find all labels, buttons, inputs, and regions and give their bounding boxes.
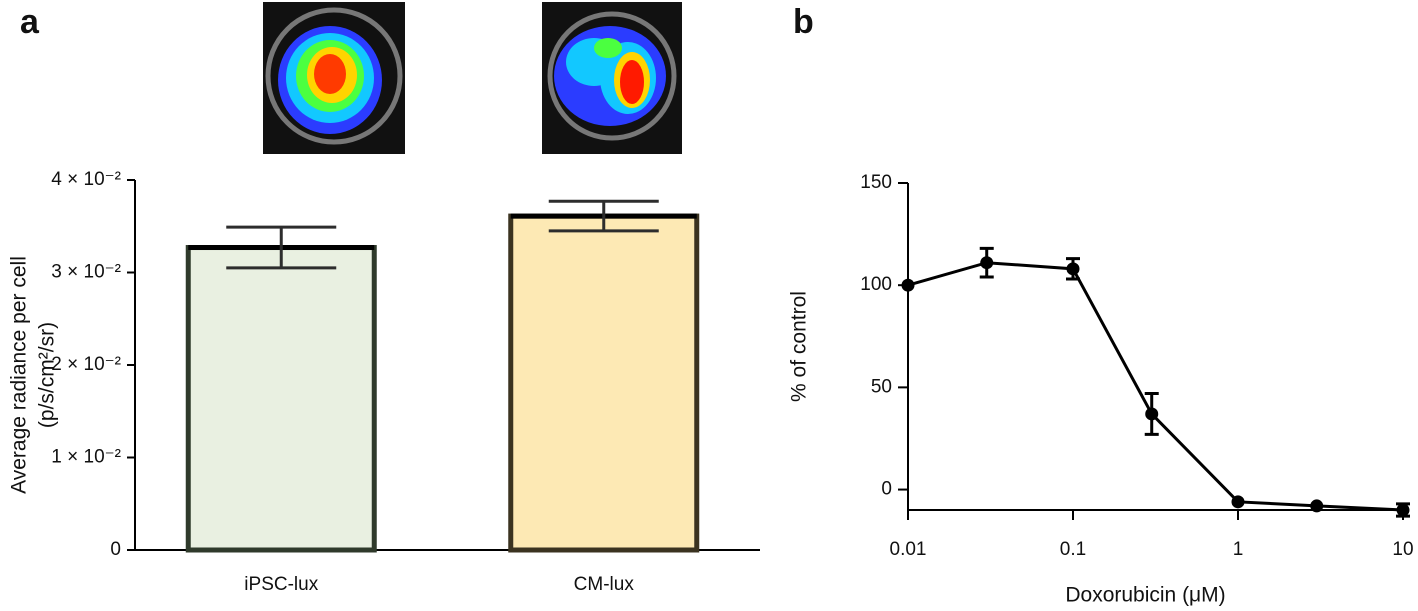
x-tick-label: 1 — [1233, 539, 1244, 560]
y-tick-label: 4 × 10⁻² — [51, 169, 121, 190]
y-tick-label: 3 × 10⁻² — [51, 262, 121, 283]
image-cm — [542, 2, 682, 154]
panel-label: b — [793, 3, 814, 41]
panel-label: a — [20, 3, 40, 41]
y-axis-label: % of control — [788, 291, 811, 402]
x-tick-label: 0.1 — [1060, 539, 1086, 560]
x-tick-label: iPSC-lux — [244, 574, 318, 595]
image-ipsc — [263, 2, 405, 154]
point — [1066, 262, 1080, 276]
point — [980, 256, 994, 270]
y-tick-label: 150 — [860, 172, 892, 193]
x-tick-label: 10 — [1392, 539, 1413, 560]
point — [1396, 503, 1410, 517]
y-axis-label: Average radiance per cell — [8, 256, 31, 494]
x-tick-label: 0.01 — [890, 539, 927, 560]
y-tick-label: 1 × 10⁻² — [51, 447, 121, 468]
y-axis-label: (p/s/cm²/sr) — [36, 322, 59, 428]
bar — [508, 213, 700, 553]
error-bar — [226, 225, 337, 270]
y-tick-label: 0 — [110, 539, 121, 560]
point — [1231, 495, 1245, 509]
y-tick-label: 100 — [860, 274, 892, 295]
x-axis-label: Doxorubicin (μM) — [1065, 584, 1225, 607]
point — [901, 278, 915, 292]
point — [1310, 499, 1324, 513]
error-bar — [548, 199, 659, 233]
y-tick-label: 50 — [871, 376, 892, 397]
line — [907, 261, 1404, 512]
y-tick-label: 0 — [881, 479, 892, 500]
bar — [185, 245, 377, 553]
x-tick-label: CM-lux — [574, 574, 635, 595]
y-tick-label: 2 × 10⁻² — [51, 354, 121, 375]
point — [1145, 407, 1159, 421]
